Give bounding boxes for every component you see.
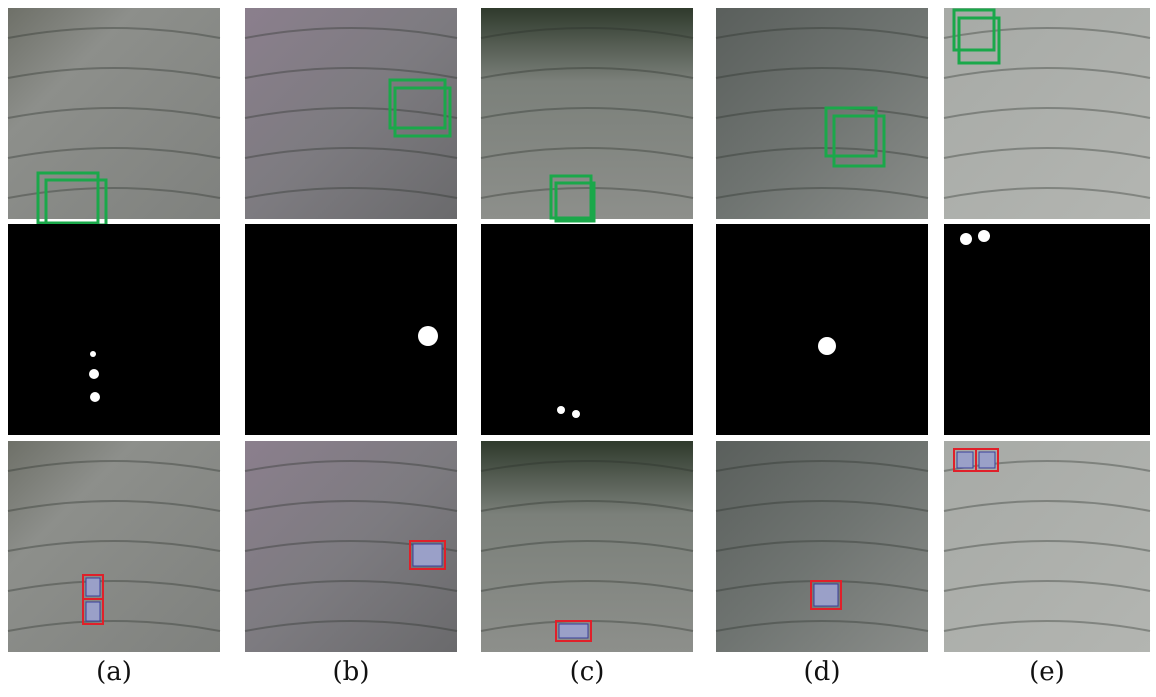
mask-blob [90,392,100,402]
mask [944,224,1150,435]
mask-blob [89,369,99,379]
object [814,584,838,606]
panel-label: (d) [804,657,841,687]
mask [8,224,220,435]
panel-label: (c) [570,657,605,687]
object [86,578,100,596]
mask [716,224,928,435]
mask-blob [818,337,836,355]
figure: (a) (b) (c) (d) (e) [0,0,1156,697]
object [979,452,995,468]
object [86,602,100,621]
object [413,544,442,566]
panel-label: (e) [1029,657,1065,687]
panel-label: (a) [96,657,132,687]
mask-blob [960,233,972,245]
mask-blob [557,406,565,414]
mask-blob [978,230,990,242]
mask-blob [572,410,580,418]
panel-label: (b) [333,657,370,687]
mask [481,224,693,435]
mask-blob [90,351,96,357]
object [957,452,973,468]
mask-blob [418,326,438,346]
object [559,624,588,638]
